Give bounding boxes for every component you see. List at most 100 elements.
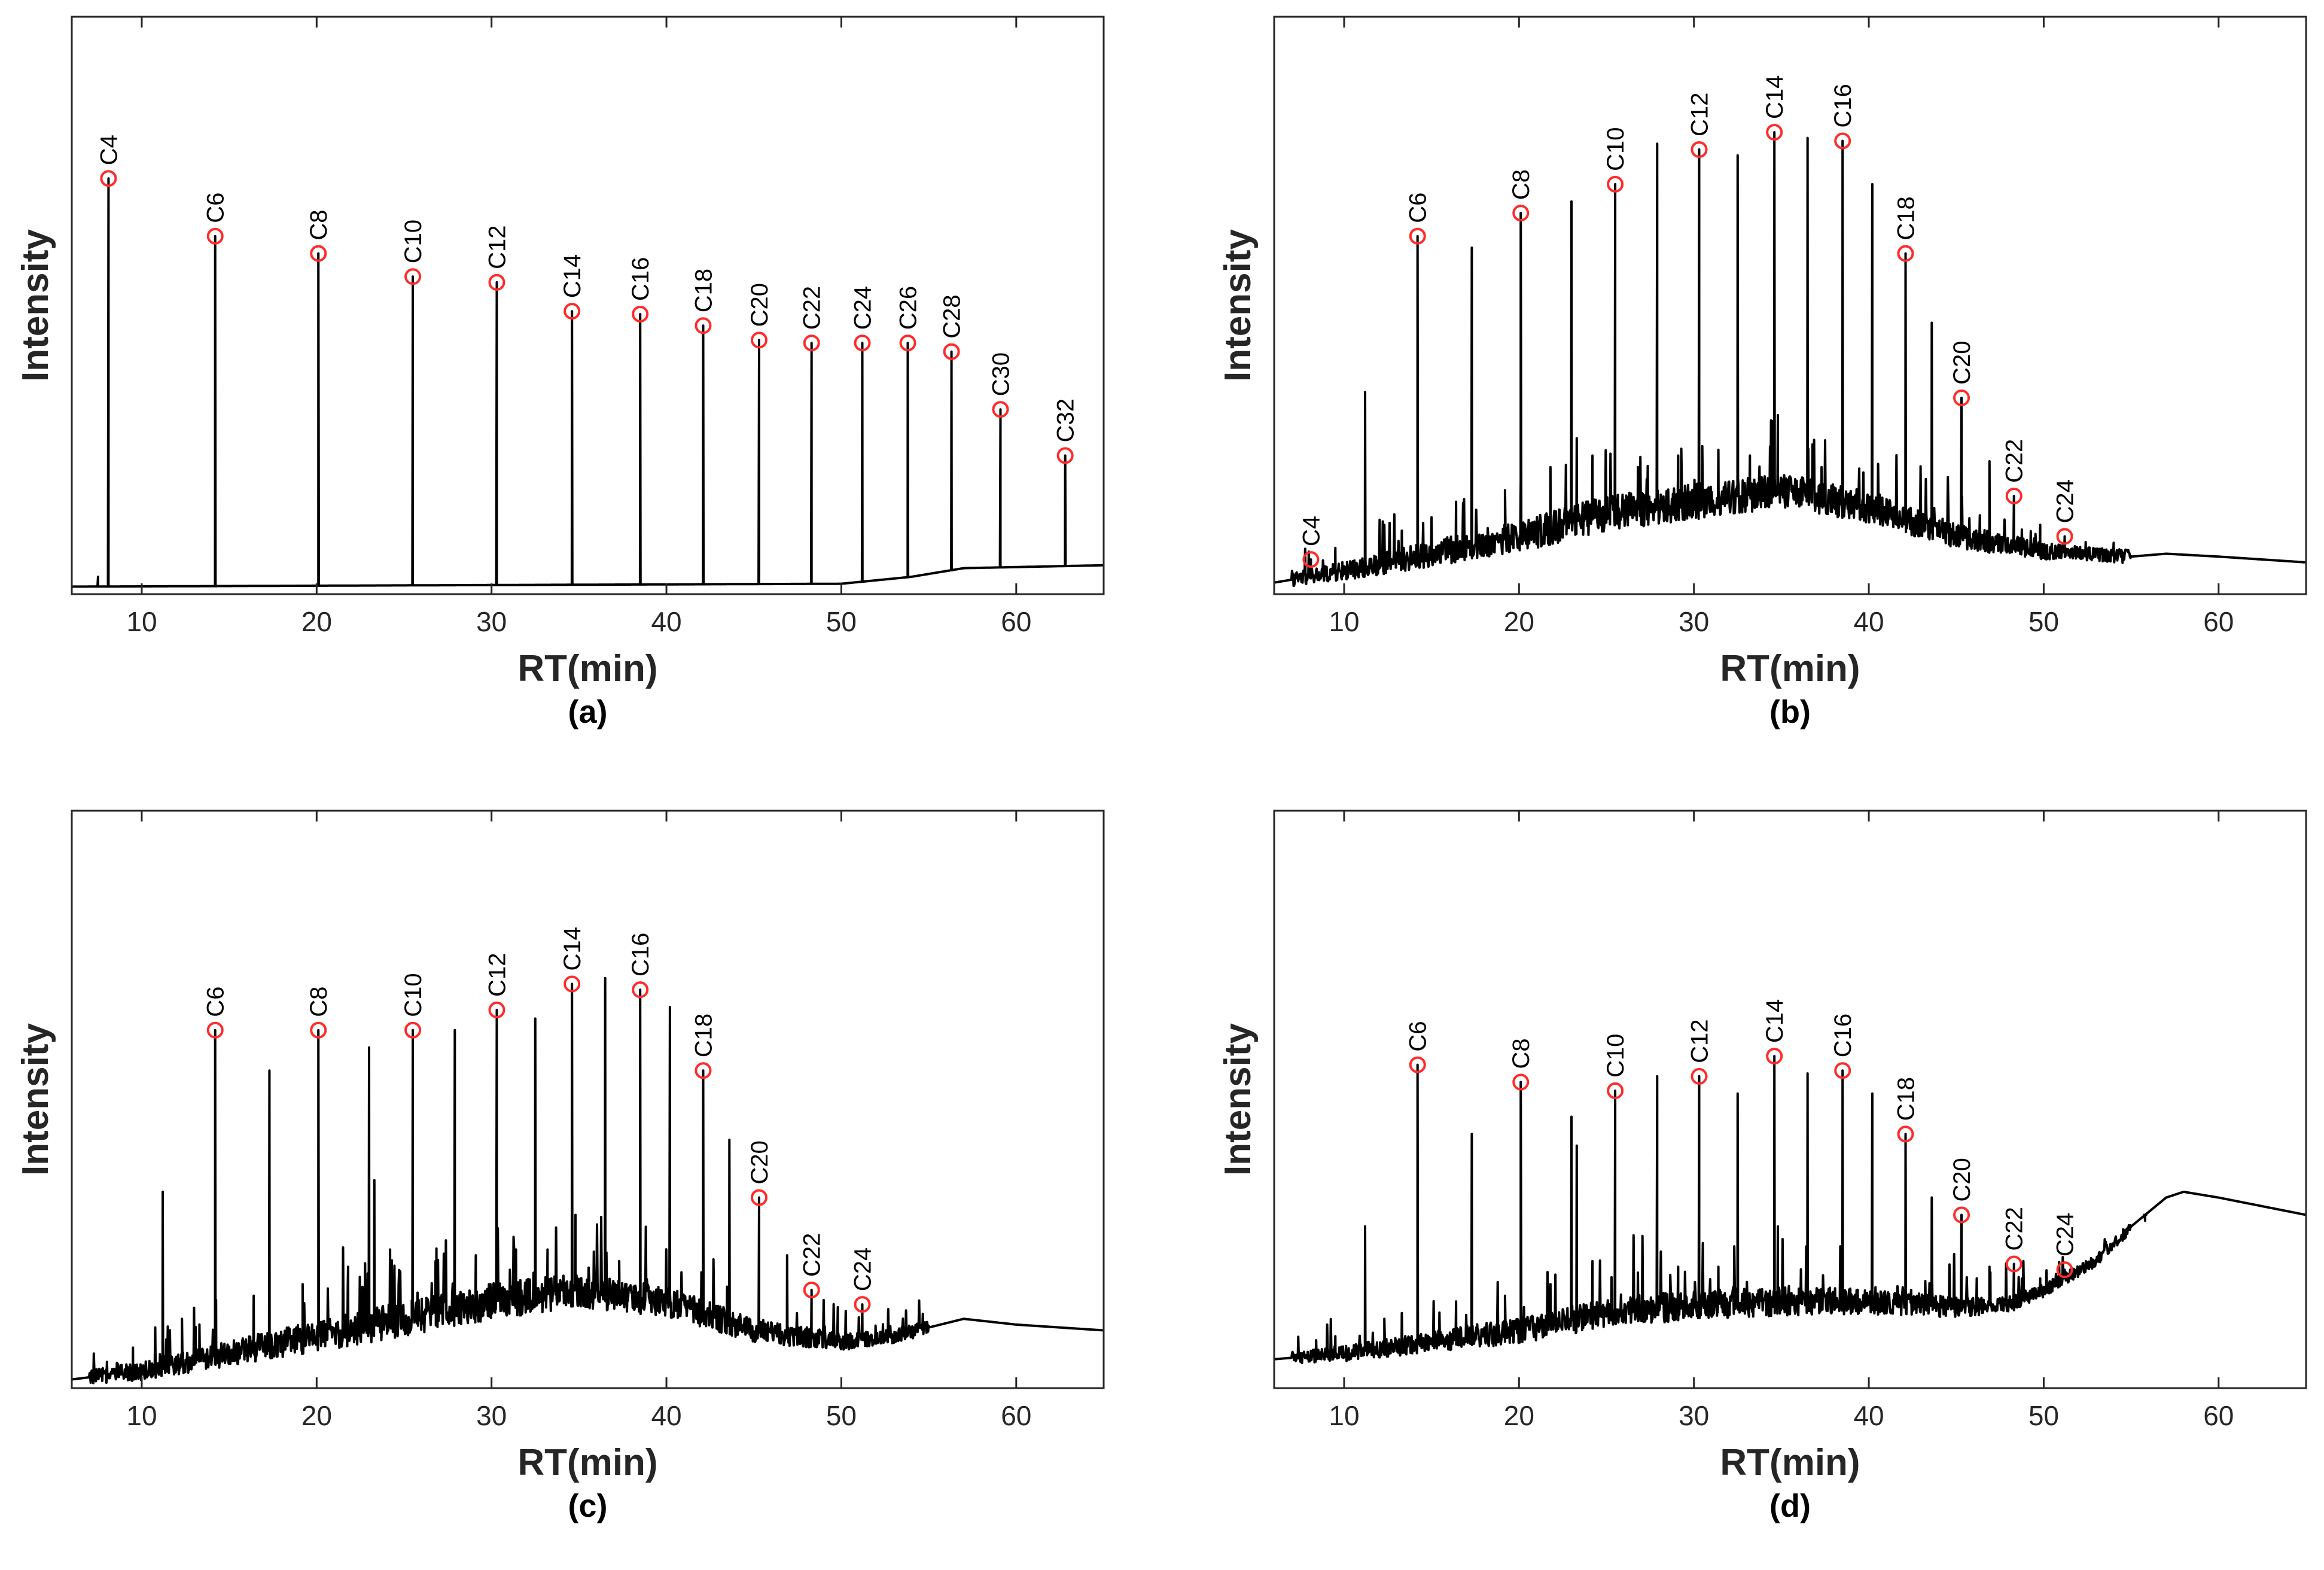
- y-axis-label: Intensity: [15, 1023, 56, 1176]
- peak-marker-c14: [564, 303, 581, 320]
- chart-panel-4: 10 20 30 40 50 60 RT(min) Intensity (d) C6 C8 C10 C1…: [1217, 810, 2307, 1524]
- chart-panel-3: 10 20 30 40 50 60 RT(min) Intensity (c) C6 C8 C10 C1…: [15, 810, 1105, 1524]
- x-tick-label: 30: [476, 606, 507, 637]
- peak-marker-c14: [1766, 124, 1783, 141]
- peak-marker-c14: [1766, 1048, 1783, 1065]
- peak-label-c24: C24: [2052, 479, 2079, 523]
- peak-label-c20: C20: [747, 1140, 773, 1184]
- peak-label-c20: C20: [1949, 341, 1975, 385]
- peak-label-c4: C4: [96, 135, 122, 165]
- y-axis-label: Intensity: [1217, 229, 1259, 382]
- x-tick-label: 50: [2028, 606, 2059, 637]
- x-axis-label: RT(min): [1720, 648, 1860, 689]
- x-axis-label: RT(min): [517, 648, 657, 689]
- peak-label-c20: C20: [747, 283, 773, 327]
- peak-label-c6: C6: [1405, 1021, 1431, 1051]
- chromatogram-trace: [72, 976, 1104, 1385]
- x-tick-label: 20: [301, 606, 332, 637]
- x-tick-label: 10: [1329, 606, 1359, 637]
- peak-label-c20: C20: [1949, 1158, 1975, 1201]
- peak-label-c12: C12: [484, 226, 510, 269]
- peak-marker-c20: [751, 1189, 768, 1206]
- peak-label-c8: C8: [306, 987, 332, 1017]
- x-axis-label: RT(min): [1720, 1442, 1860, 1483]
- peak-marker-c20: [1953, 389, 1970, 406]
- peak-label-c32: C32: [1053, 398, 1079, 442]
- plot-frame: [71, 810, 1105, 1389]
- panel-label: (b): [1769, 694, 1811, 730]
- x-tick-label: 30: [476, 1400, 507, 1431]
- peak-marker-c18: [1897, 1125, 1914, 1143]
- peak-marker-c10: [1607, 175, 1624, 193]
- x-tick-label: 10: [126, 1400, 157, 1431]
- peak-label-c10: C10: [400, 220, 427, 263]
- plot-frame: [1273, 810, 2307, 1389]
- peak-marker-c22: [2005, 487, 2023, 504]
- peak-marker-c18: [695, 317, 712, 334]
- peak-marker-c8: [1512, 205, 1530, 222]
- x-tick-label: 30: [1679, 606, 1709, 637]
- peak-marker-c8: [1512, 1073, 1530, 1091]
- x-tick-label: 40: [1853, 1400, 1884, 1431]
- peak-label-c14: C14: [1762, 75, 1788, 119]
- peak-marker-c8: [310, 245, 327, 262]
- x-tick-label: 40: [651, 606, 681, 637]
- chromatogram-trace: [1274, 131, 2306, 588]
- peak-label-c22: C22: [799, 1233, 826, 1277]
- peak-label-c18: C18: [690, 269, 717, 312]
- peak-marker-c22: [803, 334, 820, 352]
- panel-label: (d): [1769, 1488, 1811, 1524]
- x-tick-label: 60: [2203, 606, 2234, 637]
- peak-marker-c16: [632, 305, 649, 322]
- y-axis-label: Intensity: [15, 229, 56, 382]
- peak-marker-c30: [992, 401, 1009, 418]
- x-tick-label: 10: [126, 606, 157, 637]
- peak-marker-c28: [943, 343, 960, 360]
- peak-marker-c6: [1409, 227, 1426, 245]
- x-tick-label: 40: [1853, 606, 1884, 637]
- peak-marker-c10: [404, 268, 422, 285]
- peak-marker-c4: [100, 170, 117, 187]
- peak-label-c24: C24: [2052, 1213, 2079, 1256]
- peak-label-c30: C30: [988, 352, 1015, 396]
- peak-label-c16: C16: [628, 257, 654, 301]
- peak-label-c16: C16: [1830, 1014, 1856, 1057]
- peak-marker-c16: [1834, 132, 1851, 150]
- chart-panel-1: 10 20 30 40 50 60 RT(min) Intensity (a) C4 C6 C8 C10…: [15, 16, 1105, 730]
- x-tick-label: 10: [1329, 1400, 1359, 1431]
- peak-marker-c6: [1409, 1056, 1426, 1073]
- peak-label-c18: C18: [690, 1014, 717, 1057]
- peak-label-c14: C14: [559, 254, 586, 298]
- peak-label-c4: C4: [1298, 516, 1324, 546]
- panel-label: (c): [568, 1488, 608, 1524]
- peak-label-c8: C8: [306, 210, 332, 241]
- peak-marker-c18: [1897, 245, 1914, 262]
- x-tick-label: 20: [1504, 606, 1534, 637]
- peak-marker-c12: [1691, 141, 1708, 158]
- peak-label-c8: C8: [1508, 1038, 1534, 1069]
- peak-label-c18: C18: [1893, 196, 1919, 240]
- x-tick-label: 60: [2203, 1400, 2234, 1431]
- peak-marker-c10: [1607, 1082, 1624, 1100]
- peak-label-c10: C10: [1603, 127, 1629, 171]
- peak-marker-c4: [1302, 551, 1320, 568]
- peak-label-c22: C22: [799, 286, 826, 330]
- peak-label-c6: C6: [203, 193, 229, 223]
- peak-marker-c12: [1691, 1067, 1708, 1085]
- peak-marker-c6: [206, 1021, 224, 1039]
- peak-label-c16: C16: [1830, 84, 1856, 127]
- peak-marker-c16: [632, 981, 649, 999]
- peak-marker-c26: [899, 334, 916, 352]
- peak-label-c6: C6: [203, 987, 229, 1017]
- x-axis-label: RT(min): [517, 1442, 657, 1483]
- peak-marker-c22: [803, 1281, 820, 1298]
- peak-marker-c20: [751, 331, 768, 349]
- x-tick-label: 50: [826, 1400, 857, 1431]
- peak-label-c12: C12: [1686, 1020, 1713, 1063]
- peak-marker-c24: [854, 1296, 871, 1313]
- peak-label-c18: C18: [1893, 1077, 1919, 1121]
- peak-label-c14: C14: [559, 927, 586, 970]
- peak-label-c24: C24: [850, 286, 876, 330]
- peak-marker-c24: [2056, 528, 2073, 545]
